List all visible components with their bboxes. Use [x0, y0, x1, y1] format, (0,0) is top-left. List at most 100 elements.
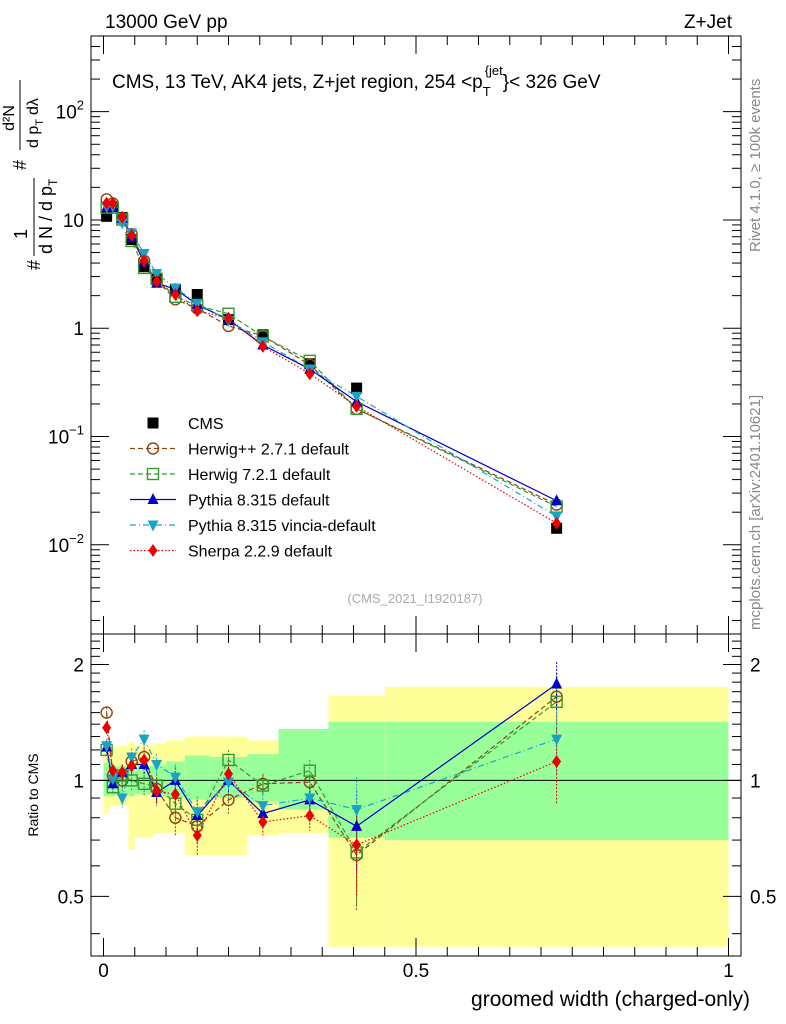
- main-series-line: [106, 202, 557, 524]
- ratio-y-tick-label-right: 2: [750, 655, 761, 676]
- ratio-y-tick-label: 0.5: [58, 887, 84, 908]
- ratio-data-point: [351, 805, 363, 817]
- main-data-point: [351, 382, 363, 394]
- ratio-data-point: [222, 753, 235, 767]
- ratio-data-point: [127, 759, 137, 773]
- ratio-data-point: [257, 807, 269, 819]
- main-y-tick-label: 1: [73, 319, 84, 340]
- main-title-mid: }: [503, 72, 509, 93]
- ratio-y-tick-label: 1: [73, 771, 84, 792]
- main-series-markers: [100, 193, 563, 534]
- legend-label: Herwig++ 2.7.1 default: [188, 442, 350, 459]
- svg-text:d pTdλ: d pTdλ: [25, 98, 46, 148]
- main-data-point: [257, 329, 269, 341]
- ratio-band-green: [184, 755, 210, 800]
- main-data-point: [152, 275, 162, 289]
- main-y-axis-label: # 1 d N / d pT # d²N d pTdλ: [1, 80, 60, 270]
- tick-base: 10: [48, 428, 69, 449]
- legend-label: CMS: [188, 416, 224, 433]
- main-series-line: [106, 207, 557, 508]
- main-y-tick-label: 10−1: [48, 423, 84, 449]
- rivet-version-label: Rivet 4.1.0, ≥ 100k events: [747, 79, 764, 252]
- x-tick-labels: 0 0.5 1: [98, 961, 734, 982]
- ylabel-denominator: d N / d p: [36, 186, 56, 254]
- tick-base: 10: [56, 103, 77, 124]
- tick-exponent: −2: [69, 531, 84, 546]
- svg-text:#: #: [24, 260, 44, 270]
- main-data-point: [117, 210, 127, 224]
- ratio-data-point: [222, 793, 235, 807]
- ratio-panel: 0.5 0.51 12 2 0 0.5 1 Ratio to CMS groomed wi…: [25, 633, 777, 1011]
- main-data-point: [352, 399, 362, 413]
- svg-text:d N / d pT: d N / d pT: [36, 178, 60, 254]
- main-data-point: [258, 339, 268, 353]
- tick-exponent: −1: [69, 423, 84, 438]
- ratio-data-point: [551, 677, 563, 689]
- ylabel-one: 1: [11, 229, 31, 239]
- ratio-data-point: [551, 734, 563, 746]
- legend-marker: [148, 544, 158, 557]
- ratio-data-point: [552, 754, 562, 768]
- ratio-data-point: [303, 764, 316, 777]
- ratio-ticks: [91, 633, 741, 956]
- ratio-data-point: [256, 779, 270, 792]
- tick-base: 10: [48, 536, 69, 557]
- ratio-data-point: [151, 759, 163, 771]
- ylabel-dp-t: T: [34, 119, 46, 126]
- ratio-data-point: [169, 772, 181, 784]
- tick-base: 10: [63, 211, 84, 232]
- main-title-pre: CMS, 13 TeV, AK4 jets, Z+jet region, 254…: [112, 72, 483, 93]
- legend-label: Sherpa 2.2.9 default: [188, 544, 333, 561]
- main-data-point: [305, 367, 315, 381]
- main-ticks: [91, 35, 741, 634]
- ratio-data-point: [102, 721, 112, 735]
- legend-marker: [147, 493, 159, 504]
- legend-marker: [147, 417, 159, 429]
- mcplots-reference-label: mcplots.cern.ch [arXiv:2401.10621]: [747, 395, 764, 630]
- main-y-tick-label: 10−2: [48, 531, 84, 557]
- ratio-data-point: [125, 774, 138, 787]
- ratio-data-point: [257, 801, 269, 813]
- main-data-point: [191, 288, 203, 300]
- ylabel-hash-1: #: [24, 260, 44, 270]
- main-data-point: [170, 287, 180, 301]
- main-data-point: [116, 218, 128, 230]
- main-data-point: [552, 516, 562, 530]
- main-series-line: [106, 205, 557, 517]
- ratio-data-point: [138, 734, 150, 746]
- ratio-data-point: [126, 752, 138, 764]
- ratio-series-markers: [100, 677, 563, 862]
- legend-marker: [146, 442, 160, 455]
- ratio-data-point: [137, 777, 151, 790]
- header-right-title: Z+Jet: [684, 12, 733, 33]
- ylabel-denominator-t: T: [46, 178, 60, 186]
- ratio-data-point: [100, 706, 113, 719]
- ratio-data-point: [108, 764, 118, 778]
- ratio-data-point: [152, 784, 162, 798]
- ratio-y-tick-label-right: 0.5: [750, 887, 776, 908]
- ratio-data-point: [192, 828, 202, 842]
- ratio-data-point: [304, 793, 316, 805]
- ratio-data-point: [305, 809, 315, 823]
- x-tick-label: 1: [723, 961, 734, 982]
- main-title-post: < 326 GeV: [509, 72, 601, 93]
- ratio-data-point: [223, 777, 234, 789]
- legend-marker: [146, 467, 160, 481]
- legend-label: Pythia 8.315 vincia-default: [188, 518, 376, 535]
- ratio-y-tick-labels: 0.5 0.5 1 1 2 2: [58, 655, 777, 908]
- main-data-point: [224, 311, 233, 325]
- ratio-y-tick-label: 2: [73, 655, 84, 676]
- main-y-tick-label: 10: [63, 211, 84, 232]
- tick-exponent: 2: [77, 98, 84, 113]
- main-data-point: [101, 210, 113, 222]
- x-tick-label: 0.5: [403, 961, 429, 982]
- legend-label: Herwig 7.2.1 default: [188, 467, 331, 484]
- ratio-data-point: [169, 811, 182, 824]
- ratio-data-point: [351, 819, 363, 831]
- ratio-data-point: [170, 787, 180, 801]
- ratio-data-point: [117, 765, 127, 779]
- main-data-point: [151, 269, 163, 281]
